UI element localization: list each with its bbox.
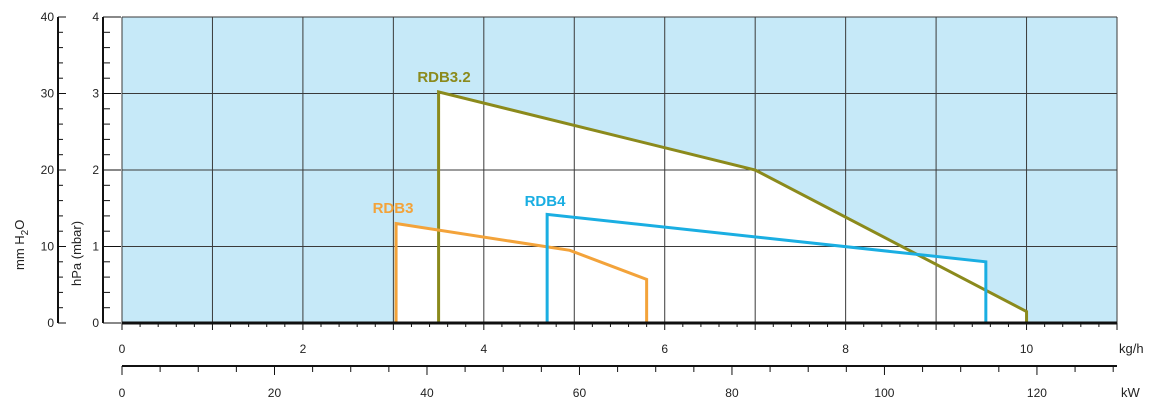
y-outer-tick-label: 20	[41, 163, 55, 177]
y-inner-tick-label: 0	[92, 316, 99, 330]
y-inner-tick-label: 3	[92, 87, 99, 101]
x-axis-secondary-unit: kW	[1121, 385, 1141, 400]
x-secondary-tick-label: 100	[874, 386, 894, 400]
x-axis-primary-unit: kg/h	[1119, 341, 1144, 356]
y-outer-tick-label: 40	[41, 10, 55, 24]
series-labels: RDB3.2 RDB3 RDB4	[373, 69, 566, 217]
x-primary-tick-label: 2	[300, 342, 307, 356]
y-outer-tick-label: 0	[47, 316, 54, 330]
y-axis-outer: 0 10 20 30 40 mm H2O	[12, 10, 66, 330]
y-inner-tick-label: 1	[92, 240, 99, 254]
x-primary-tick-label: 8	[842, 342, 849, 356]
x-primary-tick-label: 10	[1020, 342, 1034, 356]
series-line-0	[437, 90, 1029, 323]
series-fills	[396, 91, 1027, 323]
x-primary-tick-label: 4	[480, 342, 487, 356]
y-inner-tick-label: 4	[92, 10, 99, 24]
x-primary-tick-label: 6	[661, 342, 668, 356]
y-axis-outer-title-sub: 2	[20, 229, 31, 235]
series-fill-2	[547, 214, 986, 323]
x-secondary-tick-label: 0	[119, 386, 126, 400]
y-axis-inner-title: hPa (mbar)	[69, 221, 84, 286]
plot-area	[121, 16, 1118, 325]
y-outer-tick-label: 10	[41, 240, 55, 254]
series-label-0: RDB3.2	[417, 69, 470, 86]
y-axis-outer-title-tail: O	[12, 220, 27, 230]
y-inner-tick-label: 2	[92, 163, 99, 177]
x-secondary-tick-label: 120	[1027, 386, 1047, 400]
series-label-1: RDB3	[373, 200, 414, 217]
series-line-1	[394, 221, 649, 323]
y-axis-outer-title-main: mm H	[12, 235, 27, 270]
x-secondary-tick-label: 20	[268, 386, 282, 400]
x-primary-tick-label: 0	[119, 342, 126, 356]
x-secondary-tick-label: 60	[573, 386, 587, 400]
series-label-2: RDB4	[525, 193, 566, 210]
y-axis-outer-title: mm H2O	[12, 220, 31, 270]
x-axis-secondary: 0 20 40 60 80 100 120 kW	[119, 365, 1141, 400]
y-axis-inner: 0 1 2 3 4 hPa (mbar)	[69, 10, 121, 330]
x-axis-primary: 0 2 4 6 8 10 kg/h	[119, 322, 1144, 356]
y-outer-tick-label: 30	[41, 87, 55, 101]
x-secondary-tick-label: 80	[725, 386, 739, 400]
x-secondary-tick-label: 40	[420, 386, 434, 400]
series-line-2	[545, 212, 988, 323]
